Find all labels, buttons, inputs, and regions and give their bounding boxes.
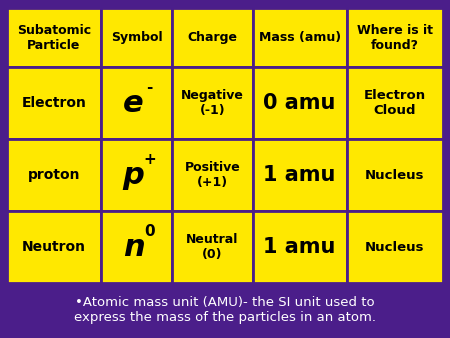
Bar <box>172 8 252 67</box>
Text: 0: 0 <box>144 224 155 239</box>
Bar <box>252 8 346 67</box>
Bar <box>7 211 101 283</box>
Text: 1 amu: 1 amu <box>263 165 336 185</box>
Text: Nucleus: Nucleus <box>365 169 424 182</box>
Text: Nucleus: Nucleus <box>365 241 424 254</box>
Text: n: n <box>123 233 144 262</box>
Bar <box>252 211 346 283</box>
Bar <box>346 67 443 139</box>
Text: Mass (amu): Mass (amu) <box>258 31 341 44</box>
Text: •Atomic mass unit (AMU)- the SI unit used to
express the mass of the particles i: •Atomic mass unit (AMU)- the SI unit use… <box>74 296 376 324</box>
Bar <box>101 67 172 139</box>
Text: 0 amu: 0 amu <box>263 93 336 113</box>
Bar <box>101 8 172 67</box>
Text: Subatomic
Particle: Subatomic Particle <box>17 24 91 52</box>
Bar <box>252 67 346 139</box>
Bar <box>172 139 252 211</box>
Text: Neutron: Neutron <box>22 240 86 254</box>
Text: Symbol: Symbol <box>111 31 162 44</box>
Text: Electron: Electron <box>22 96 86 110</box>
Text: Where is it
found?: Where is it found? <box>357 24 433 52</box>
Text: +: + <box>143 152 156 167</box>
Bar <box>346 8 443 67</box>
Bar <box>172 67 252 139</box>
Text: Positive
(+1): Positive (+1) <box>184 161 240 189</box>
Text: Negative
(-1): Negative (-1) <box>181 89 244 117</box>
Text: Charge: Charge <box>187 31 238 44</box>
Bar <box>346 211 443 283</box>
Bar <box>346 139 443 211</box>
Text: -: - <box>146 80 153 95</box>
Bar <box>101 211 172 283</box>
Text: proton: proton <box>28 168 80 182</box>
Text: Electron
Cloud: Electron Cloud <box>364 89 426 117</box>
Bar <box>7 139 101 211</box>
Bar <box>101 139 172 211</box>
Bar <box>7 8 101 67</box>
Text: e: e <box>123 89 144 118</box>
Text: 1 amu: 1 amu <box>263 237 336 257</box>
Text: p: p <box>123 161 144 190</box>
Bar <box>7 67 101 139</box>
Text: Neutral
(0): Neutral (0) <box>186 233 238 261</box>
Bar <box>172 211 252 283</box>
Bar <box>252 139 346 211</box>
